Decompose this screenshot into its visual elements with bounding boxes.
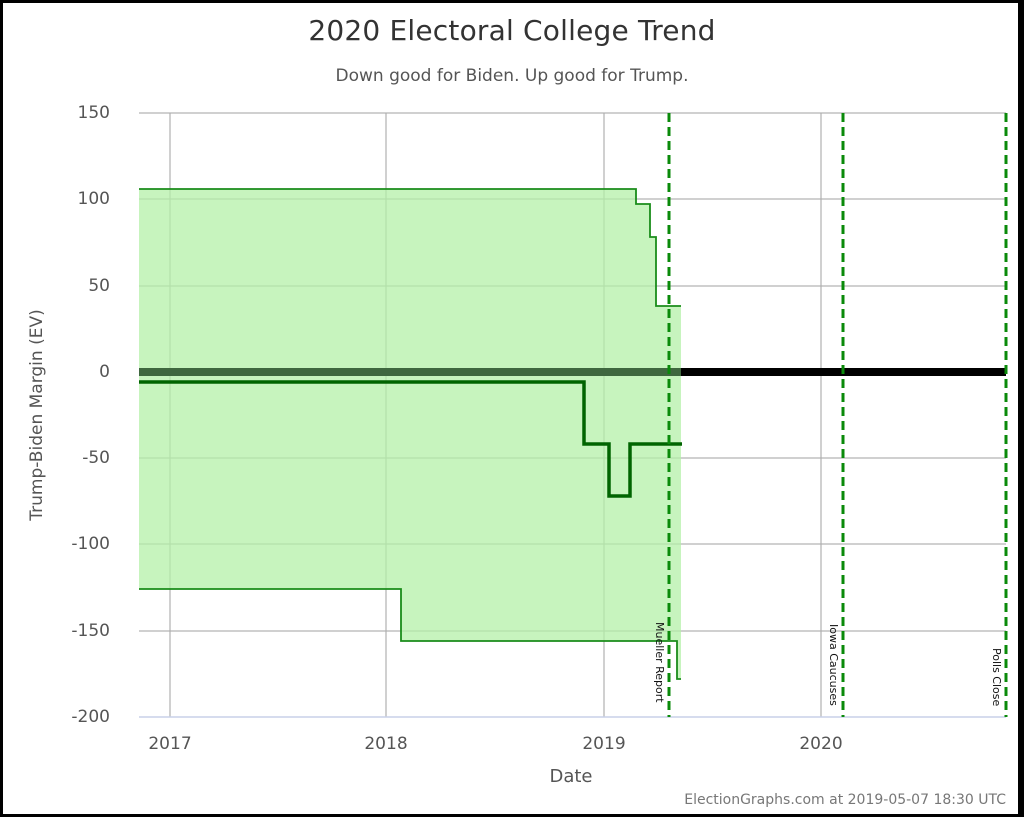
x-tick-label: 2020 xyxy=(799,734,843,754)
y-tick-label: 100 xyxy=(77,189,110,209)
y-axis-label: Trump-Biden Margin (EV) xyxy=(27,309,47,521)
chart-title: 2020 Electoral College Trend xyxy=(308,14,716,47)
y-tick-label: 150 xyxy=(77,103,110,123)
y-tick-label: -100 xyxy=(71,534,110,554)
x-axis-label: Date xyxy=(549,766,593,787)
y-tick-label: -50 xyxy=(82,448,110,468)
y-tick-label: -200 xyxy=(71,707,110,727)
upper-bound-line xyxy=(139,188,681,307)
y-tick-label: 0 xyxy=(99,362,110,382)
marker-label-iowa-caucuses: Iowa Caucuses xyxy=(827,624,840,706)
x-tick-label: 2018 xyxy=(364,734,408,754)
marker-label-polls-close: Polls Close xyxy=(990,648,1003,707)
expected-line xyxy=(139,380,682,498)
y-tick-label: -150 xyxy=(71,621,110,641)
event-markers xyxy=(667,113,1008,717)
marker-label-mueller-report: Mueller Report xyxy=(653,622,666,703)
range-band xyxy=(139,189,681,679)
x-tick-label: 2017 xyxy=(148,734,192,754)
y-tick-label: 50 xyxy=(88,276,110,296)
credit-text: ElectionGraphs.com at 2019-05-07 18:30 U… xyxy=(684,792,1006,808)
x-tick-label: 2019 xyxy=(582,734,626,754)
chart-subtitle: Down good for Biden. Up good for Trump. xyxy=(335,66,689,86)
lower-bound-line xyxy=(139,588,681,680)
